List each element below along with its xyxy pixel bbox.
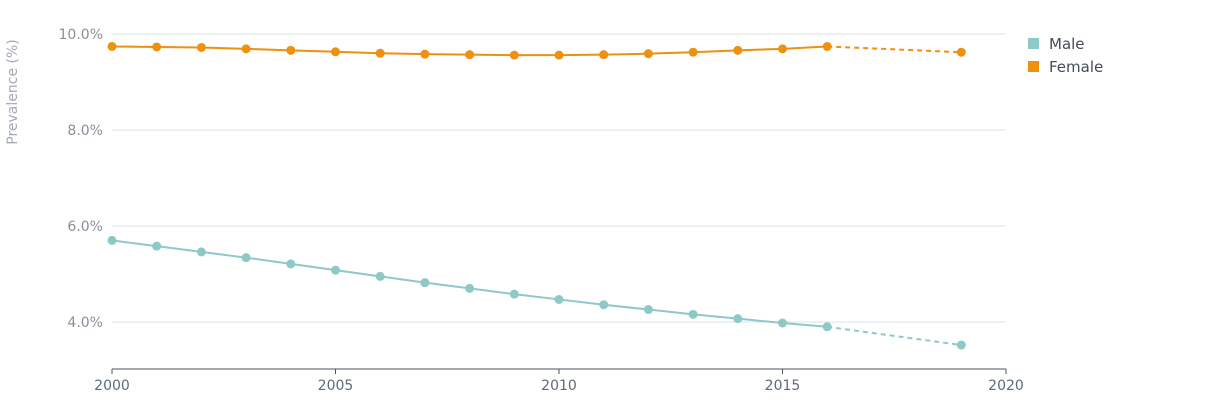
- data-point-male-17: [956, 340, 966, 350]
- data-point-female-5: [331, 47, 340, 57]
- legend-item-female[interactable]: Female: [1028, 55, 1103, 78]
- data-point-male-3: [241, 253, 251, 263]
- legend-label-male: Male: [1049, 34, 1085, 53]
- x-tick-label-3: 2015: [765, 378, 801, 394]
- y-tick-label-2: 8.0%: [67, 123, 103, 139]
- data-point-male-4: [286, 259, 296, 269]
- data-point-male-8: [465, 283, 475, 293]
- grid-lines: [112, 33, 1006, 323]
- y-tick-label-1: 6.0%: [67, 219, 103, 235]
- y-tick-label-0: 4.0%: [67, 315, 103, 331]
- data-point-male-10: [554, 294, 564, 304]
- legend-swatch-male: [1028, 38, 1039, 49]
- data-point-male-2: [196, 247, 206, 257]
- data-point-female-14: [733, 45, 743, 55]
- data-point-male-14: [733, 314, 743, 324]
- data-point-male-1: [152, 241, 162, 251]
- data-point-female-3: [241, 44, 251, 54]
- data-point-female-16: [822, 41, 832, 51]
- series-projection-male: [827, 325, 962, 347]
- series-projection-female: [827, 45, 962, 54]
- series-group: [107, 41, 966, 350]
- data-point-female-4: [286, 45, 296, 55]
- series-line-male: [111, 239, 828, 328]
- legend-label-female: Female: [1049, 57, 1104, 76]
- data-point-female-13: [688, 47, 698, 57]
- data-point-female-11: [599, 50, 609, 60]
- x-tick-label-0: 2000: [94, 378, 130, 394]
- legend: Male Female: [1028, 32, 1103, 78]
- legend-swatch-female: [1028, 61, 1039, 72]
- legend-item-male[interactable]: Male: [1028, 32, 1103, 55]
- data-point-male-0: [107, 235, 117, 245]
- data-point-female-6: [375, 48, 385, 58]
- data-point-female-9: [509, 50, 519, 60]
- x-axis: 2000 2005 2010 2015 2020: [94, 368, 1024, 394]
- y-tick-label-3: 10.0%: [59, 27, 103, 43]
- data-point-male-11: [599, 300, 609, 310]
- x-tick-label-1: 2005: [318, 378, 354, 394]
- data-point-female-8: [465, 50, 475, 60]
- data-point-male-9: [509, 289, 519, 299]
- data-point-female-0: [107, 41, 117, 51]
- data-point-female-1: [152, 42, 162, 52]
- data-point-male-16: [822, 322, 832, 332]
- series-female: [107, 41, 966, 60]
- data-point-female-15: [778, 44, 787, 54]
- data-point-female-10: [554, 50, 564, 60]
- x-tick-label-4: 2020: [988, 378, 1024, 394]
- data-point-female-12: [643, 49, 653, 59]
- data-point-male-6: [375, 271, 385, 281]
- data-point-male-5: [331, 265, 340, 275]
- data-point-female-2: [196, 42, 206, 52]
- y-axis-ticks: 4.0% 6.0% 8.0% 10.0%: [59, 27, 103, 331]
- data-point-female-17: [956, 47, 966, 57]
- data-point-female-7: [420, 49, 430, 59]
- data-point-male-13: [688, 309, 698, 319]
- series-male: [107, 235, 966, 350]
- y-axis-title: Prevalence (%): [5, 39, 21, 145]
- x-tick-label-2: 2010: [541, 378, 577, 394]
- data-point-male-7: [420, 278, 430, 288]
- data-point-male-12: [643, 305, 653, 315]
- data-point-male-15: [778, 318, 787, 328]
